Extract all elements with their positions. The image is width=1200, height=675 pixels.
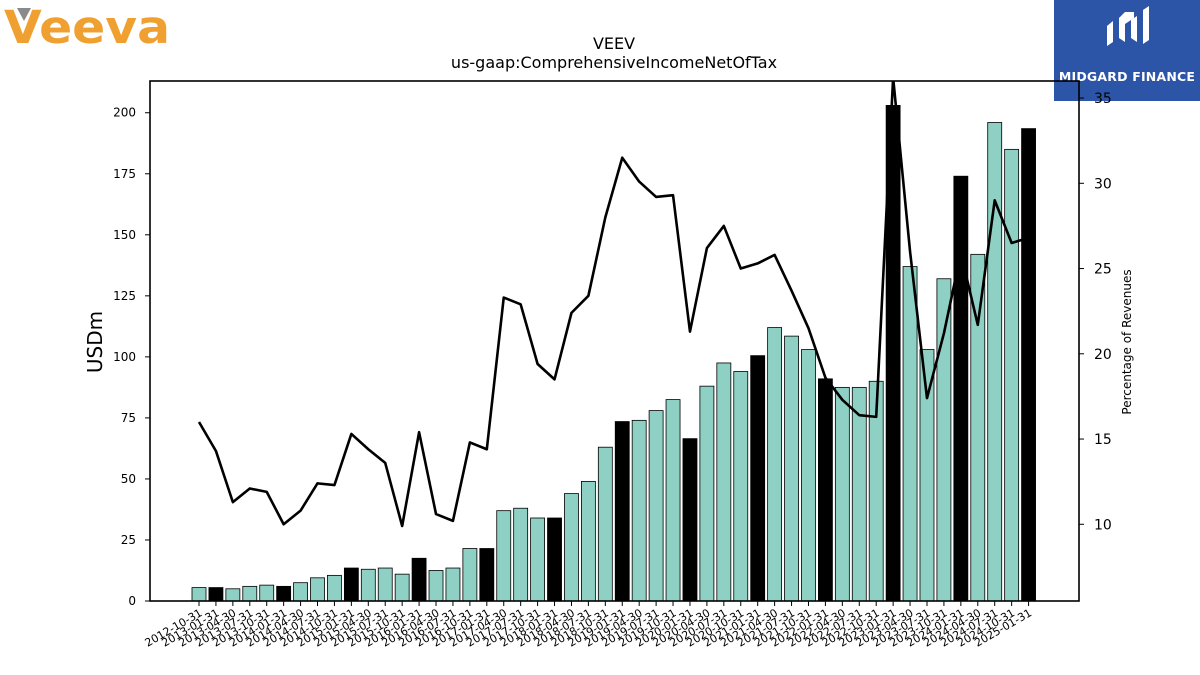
midgard-emblem-icon	[1107, 6, 1149, 46]
bar	[259, 584, 275, 602]
chart-title: VEEV	[593, 34, 635, 53]
bar	[462, 548, 478, 602]
veeva-logo-text: Veeva	[4, 4, 170, 48]
axes-group: 02550751001251501752001015202530352012-1…	[113, 80, 1112, 650]
bar	[513, 507, 529, 602]
bar	[648, 410, 664, 602]
bar	[834, 386, 850, 602]
bar	[208, 587, 224, 602]
bar	[377, 567, 393, 602]
bar	[310, 577, 325, 602]
bar	[682, 438, 698, 602]
bar	[818, 378, 833, 602]
y2-tick-label: 15	[1094, 432, 1112, 448]
y2-tick-label: 10	[1094, 517, 1112, 533]
bar	[699, 385, 715, 602]
y-tick-label: 200	[113, 106, 136, 120]
bar	[276, 585, 292, 602]
bar	[665, 399, 681, 602]
bar	[530, 517, 545, 602]
y2-tick-label: 25	[1094, 262, 1112, 278]
bar	[784, 335, 799, 602]
y-tick-label: 175	[113, 167, 136, 181]
bar	[428, 570, 444, 602]
bar	[716, 362, 732, 602]
y2-axis-label: Percentage of Revenues	[1120, 269, 1134, 414]
plot-frame	[149, 80, 1080, 602]
veeva-logo-triangle	[17, 8, 31, 21]
bar	[327, 574, 342, 602]
bars-group	[191, 105, 1036, 602]
y2-tick-label: 30	[1094, 176, 1112, 192]
bar	[191, 587, 207, 602]
y-tick-label: 150	[113, 228, 136, 242]
y-tick-label: 100	[113, 350, 136, 364]
y2-tick-label: 20	[1094, 347, 1112, 363]
midgard-finance-text: MIDGARD FINANCE	[1058, 69, 1196, 84]
midgard-finance-logo: MIDGARD FINANCE	[1054, 0, 1200, 101]
y-tick-label: 75	[121, 411, 136, 425]
bar	[902, 266, 918, 602]
bar	[750, 355, 766, 602]
bar	[293, 582, 308, 602]
percentage-line	[197, 81, 1029, 528]
veeva-logo: Veeva	[4, 1, 174, 54]
bar	[225, 588, 241, 602]
bar	[1004, 148, 1020, 602]
bar	[360, 568, 376, 602]
y-tick-label: 25	[121, 533, 136, 547]
bar	[496, 510, 512, 602]
bar	[547, 517, 562, 602]
bar	[564, 493, 579, 602]
bar	[953, 175, 969, 602]
y-tick-label: 125	[113, 289, 136, 303]
bar	[479, 548, 495, 602]
line-layer	[197, 81, 1029, 528]
bar	[987, 122, 1003, 602]
y-axis-label: USDm	[83, 311, 107, 373]
chart-subtitle: us-gaap:ComprehensiveIncomeNetOfTax	[451, 53, 777, 72]
bar	[343, 567, 359, 602]
bar	[801, 349, 816, 602]
y-tick-label: 0	[128, 594, 136, 608]
bar	[614, 421, 630, 602]
bar	[580, 480, 596, 602]
bar	[767, 327, 783, 602]
y2-tick-label: 35	[1094, 91, 1112, 107]
bar	[733, 371, 749, 602]
bar	[445, 567, 461, 602]
bar	[1021, 128, 1036, 602]
bar	[851, 386, 867, 602]
bar	[631, 419, 647, 602]
bar	[242, 585, 258, 602]
bar	[597, 446, 613, 602]
bar	[394, 573, 410, 602]
y-tick-label: 50	[121, 472, 136, 486]
bar	[411, 557, 427, 602]
